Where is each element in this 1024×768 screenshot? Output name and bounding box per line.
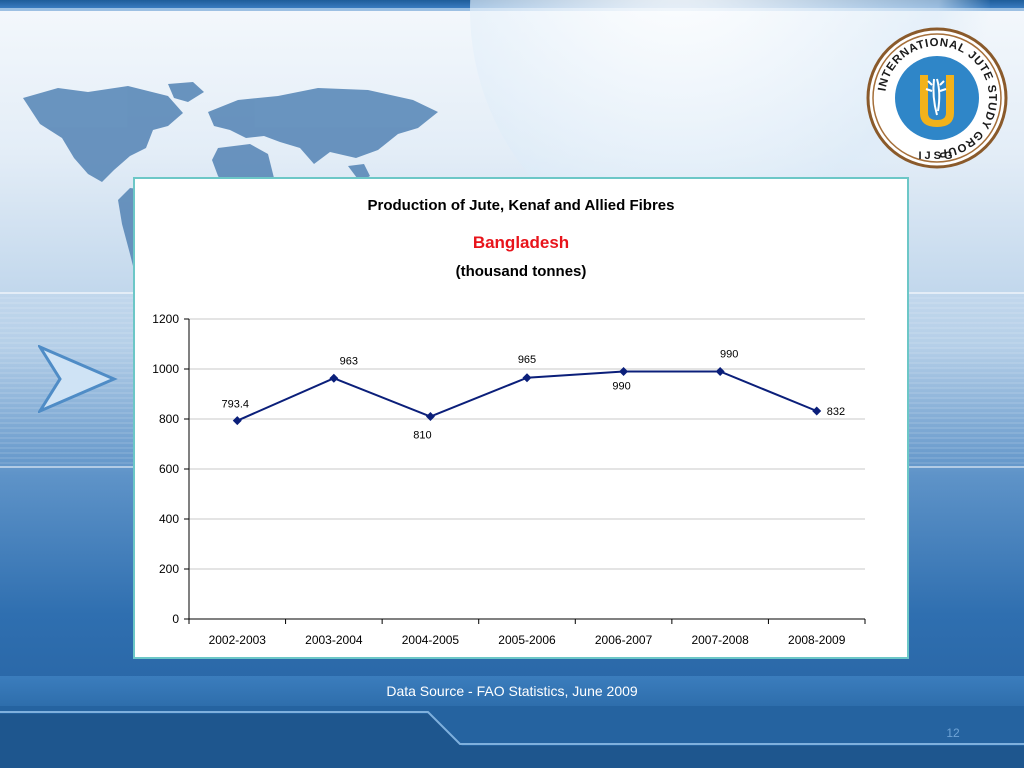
data-label: 990 (720, 349, 738, 361)
data-label: 793.4 (222, 399, 250, 411)
x-tick-label: 2007-2008 (691, 633, 749, 647)
data-point-marker (715, 367, 725, 376)
footer-bar (0, 676, 1024, 706)
data-label: 810 (413, 430, 431, 442)
data-point-marker (232, 416, 242, 426)
y-tick-label: 200 (159, 562, 179, 576)
y-tick-label: 400 (159, 512, 179, 526)
data-label: 965 (518, 354, 536, 366)
data-point-marker (812, 406, 822, 416)
data-point-marker (329, 373, 339, 383)
chart-unit-label: (thousand tonnes) (455, 263, 587, 280)
chart-subtitle: Bangladesh (472, 233, 570, 252)
footer-decoration (0, 706, 1024, 768)
chevron-arrow-icon (38, 345, 118, 413)
data-point-marker (522, 373, 532, 383)
x-tick-label: 2004-2005 (402, 633, 460, 647)
x-tick-label: 2002-2003 (209, 633, 267, 647)
data-label: 990 (612, 381, 630, 393)
x-tick-label: 2006-2007 (595, 633, 653, 647)
y-tick-label: 1000 (152, 362, 179, 376)
x-tick-label: 2008-2009 (788, 633, 846, 647)
y-tick-label: 800 (159, 412, 179, 426)
data-label: 963 (340, 355, 358, 367)
chart-panel: Production of Jute, Kenaf and Allied Fib… (133, 177, 909, 659)
data-point-marker (425, 412, 435, 421)
data-label: 832 (827, 406, 845, 418)
y-tick-label: 600 (159, 462, 179, 476)
ijsg-logo-icon: INTERNATIONAL JUTE STUDY GROUP IJSG (866, 27, 1008, 169)
data-source-caption: Data Source - FAO Statistics, June 2009 (386, 683, 638, 699)
line-chart: 0 200 400 600 800 1000 1200 2002-2003 2003-2004 2… (152, 312, 866, 647)
chart-title: Production of Jute, Kenaf and Allied Fib… (367, 197, 675, 214)
logo-abbreviation: IJSG (918, 150, 955, 162)
x-tick-label: 2003-2004 (305, 633, 363, 647)
page-number: 12 (946, 726, 960, 740)
data-point-marker (619, 367, 629, 376)
y-tick-label: 1200 (152, 312, 179, 326)
y-tick-label: 0 (172, 612, 179, 626)
x-tick-label: 2005-2006 (498, 633, 556, 647)
